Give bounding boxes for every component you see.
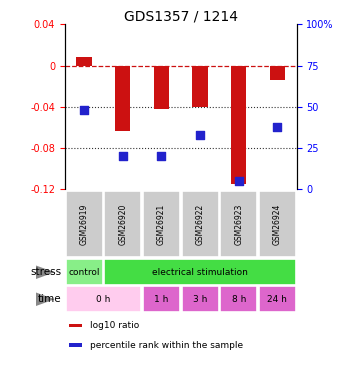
Bar [143, 191, 180, 257]
Point [197, 132, 203, 138]
Text: GSM26924: GSM26924 [273, 203, 282, 245]
Bar [220, 286, 257, 312]
Bar [76, 57, 92, 66]
Text: 1 h: 1 h [154, 295, 168, 304]
Text: time: time [38, 294, 61, 304]
Text: 24 h: 24 h [267, 295, 287, 304]
Bar [220, 191, 257, 257]
Text: stress: stress [30, 267, 61, 277]
Point [120, 153, 125, 159]
Text: 3 h: 3 h [193, 295, 207, 304]
Text: GSM26920: GSM26920 [118, 203, 127, 245]
Polygon shape [36, 292, 55, 306]
Bar [65, 191, 103, 257]
Text: 0 h: 0 h [96, 295, 110, 304]
Bar [69, 324, 82, 327]
Bar [181, 191, 219, 257]
Text: 8 h: 8 h [232, 295, 246, 304]
Text: GSM26919: GSM26919 [79, 203, 89, 245]
Bar [115, 66, 131, 130]
Point [81, 107, 87, 113]
Text: log10 ratio: log10 ratio [90, 321, 139, 330]
Point [236, 178, 241, 184]
Point [159, 153, 164, 159]
Text: electrical stimulation: electrical stimulation [152, 268, 248, 277]
Bar [181, 286, 219, 312]
Bar [69, 344, 82, 347]
Bar [192, 66, 208, 107]
Text: GSM26923: GSM26923 [234, 203, 243, 245]
Bar [259, 286, 296, 312]
Bar [65, 259, 103, 285]
Bar [259, 191, 296, 257]
Bar [104, 191, 141, 257]
Text: percentile rank within the sample: percentile rank within the sample [90, 340, 243, 350]
Bar [143, 286, 180, 312]
Bar [270, 66, 285, 80]
Text: GSM26922: GSM26922 [195, 203, 205, 245]
Bar [104, 259, 296, 285]
Point [275, 124, 280, 130]
Bar [65, 286, 141, 312]
Bar [154, 66, 169, 109]
Bar [231, 66, 247, 184]
Polygon shape [36, 266, 55, 279]
Text: GSM26921: GSM26921 [157, 203, 166, 245]
Text: GDS1357 / 1214: GDS1357 / 1214 [124, 9, 238, 23]
Text: control: control [68, 268, 100, 277]
